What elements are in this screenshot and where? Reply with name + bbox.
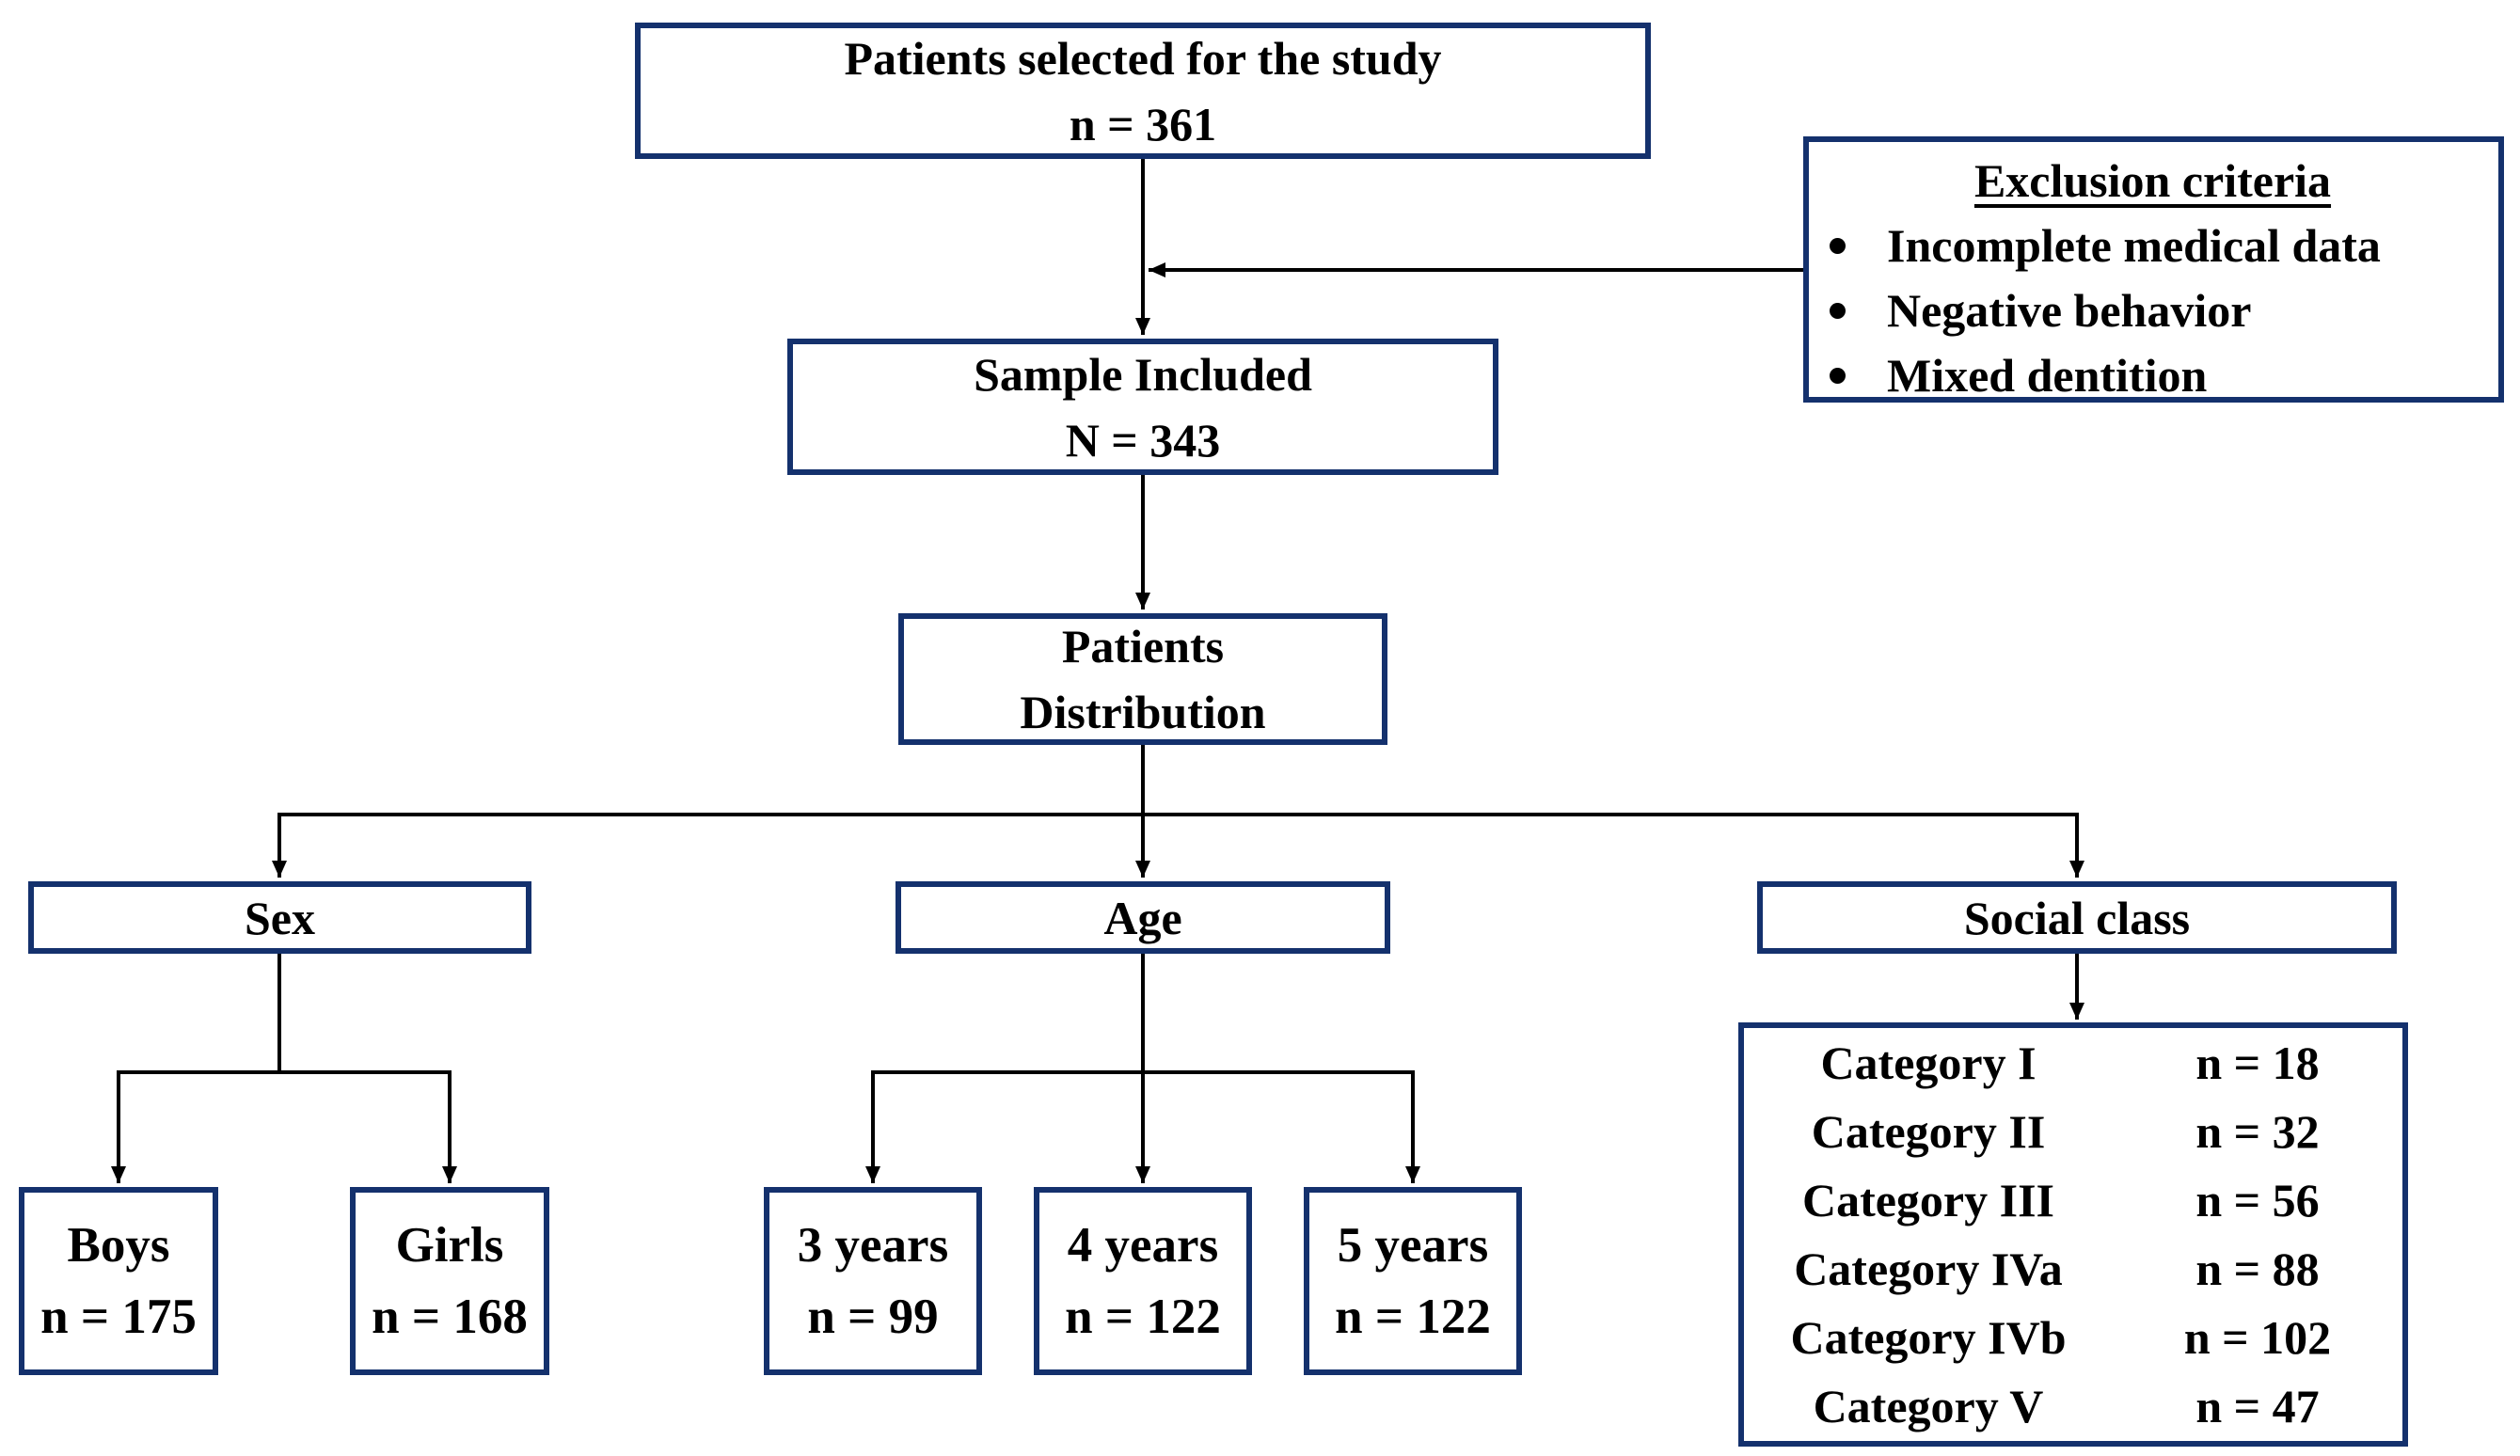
category-row: Category III n = 56 — [1744, 1166, 2402, 1235]
box-patients-selected: Patients selected for the study n = 361 — [635, 23, 1651, 159]
exclusion-item-text: Negative behavior — [1887, 284, 2252, 337]
category-count: n = 102 — [2183, 1310, 2332, 1364]
box-social-categories: Category I n = 18 Category II n = 32 Cat… — [1738, 1022, 2408, 1447]
category-label: Category IVa — [1794, 1242, 2063, 1295]
category-count: n = 88 — [2195, 1242, 2320, 1295]
category-row: Category IVa n = 88 — [1744, 1235, 2402, 1304]
category-count: n = 56 — [2195, 1173, 2320, 1227]
patients-distribution-line1: Patients — [1061, 620, 1225, 673]
exclusion-item: Negative behavior — [1818, 278, 2487, 343]
4-years-label: 4 years — [1067, 1218, 1219, 1273]
category-row: Category II n = 32 — [1744, 1098, 2402, 1166]
bullet-icon — [1830, 303, 1846, 319]
exclusion-item: Mixed dentition — [1818, 343, 2487, 408]
category-label: Category IVb — [1790, 1310, 2067, 1364]
box-social-class: Social class — [1757, 881, 2397, 954]
category-count: n = 47 — [2195, 1379, 2320, 1432]
patients-selected-count: n = 361 — [1069, 97, 1217, 150]
sample-included-title: Sample Included — [974, 347, 1312, 401]
box-girls: Girls n = 168 — [350, 1187, 549, 1375]
category-label: Category III — [1801, 1173, 2055, 1227]
girls-label: Girls — [395, 1218, 504, 1273]
5-years-count: n = 122 — [1335, 1290, 1491, 1344]
sample-included-count: N = 343 — [1065, 413, 1221, 467]
social-class-label: Social class — [1963, 891, 2191, 944]
box-patients-distribution: Patients Distribution — [898, 613, 1387, 745]
box-4-years: 4 years n = 122 — [1034, 1187, 1252, 1375]
category-label: Category II — [1811, 1104, 2046, 1158]
box-5-years: 5 years n = 122 — [1304, 1187, 1522, 1375]
3-years-label: 3 years — [797, 1218, 949, 1273]
exclusion-criteria-title-text: Exclusion criteria — [1973, 154, 2332, 207]
4-years-count: n = 122 — [1065, 1290, 1221, 1344]
box-age: Age — [895, 881, 1390, 954]
exclusion-item-text: Mixed dentition — [1887, 349, 2208, 402]
girls-count: n = 168 — [372, 1290, 528, 1344]
box-sample-included: Sample Included N = 343 — [787, 339, 1498, 475]
category-count: n = 32 — [2195, 1104, 2320, 1158]
patients-distribution-line2: Distribution — [1020, 686, 1266, 738]
5-years-label: 5 years — [1337, 1218, 1489, 1273]
box-boys: Boys n = 175 — [19, 1187, 218, 1375]
boys-label: Boys — [67, 1218, 170, 1273]
category-row: Category IVb n = 102 — [1744, 1304, 2402, 1372]
exclusion-criteria-title: Exclusion criteria — [1818, 150, 2487, 212]
3-years-count: n = 99 — [807, 1290, 939, 1344]
box-exclusion-criteria: Exclusion criteria Incomplete medical da… — [1803, 136, 2504, 403]
category-label: Category V — [1813, 1379, 2044, 1432]
exclusion-item-text: Incomplete medical data — [1887, 219, 2381, 272]
category-label: Category I — [1820, 1036, 2037, 1089]
category-row: Category I n = 18 — [1744, 1029, 2402, 1098]
exclusion-item: Incomplete medical data — [1818, 214, 2487, 278]
category-row: Category V n = 47 — [1744, 1372, 2402, 1441]
patients-selected-title: Patients selected for the study — [844, 31, 1442, 85]
box-sex: Sex — [28, 881, 531, 954]
age-label: Age — [1103, 891, 1182, 944]
boys-count: n = 175 — [40, 1290, 197, 1344]
sex-label: Sex — [245, 891, 315, 944]
bullet-icon — [1830, 368, 1846, 384]
category-count: n = 18 — [2195, 1036, 2320, 1089]
box-3-years: 3 years n = 99 — [764, 1187, 982, 1375]
bullet-icon — [1830, 238, 1846, 254]
